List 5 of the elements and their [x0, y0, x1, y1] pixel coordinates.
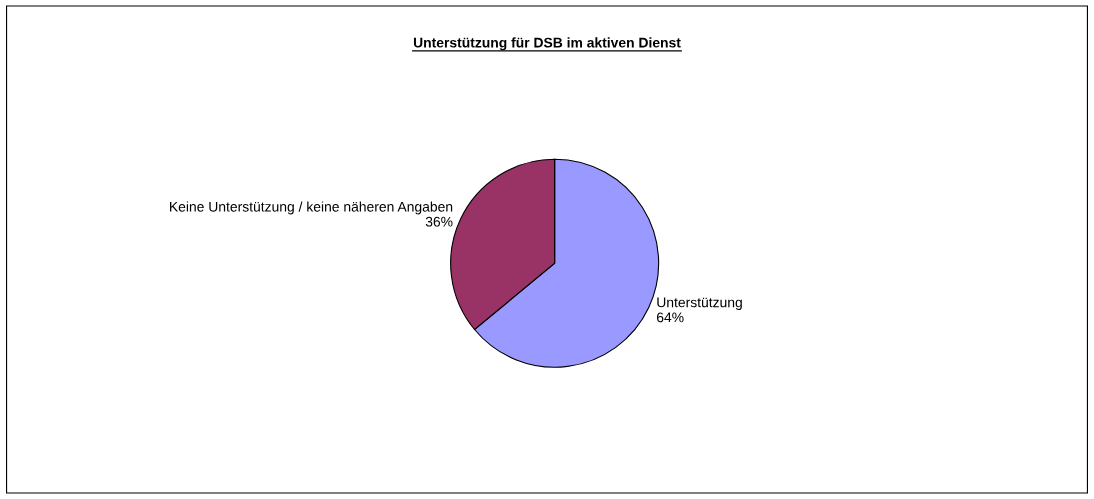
slice-label: Unterstützung: [657, 297, 742, 311]
data-label: 36%: [425, 216, 453, 227]
chart-title: Unterstützung für DSB im aktiven Dienst: [413, 37, 681, 51]
slice-label: Keine Unterstützung / keine näheren Angaben: [170, 201, 453, 215]
data-label: 64%: [656, 312, 684, 323]
